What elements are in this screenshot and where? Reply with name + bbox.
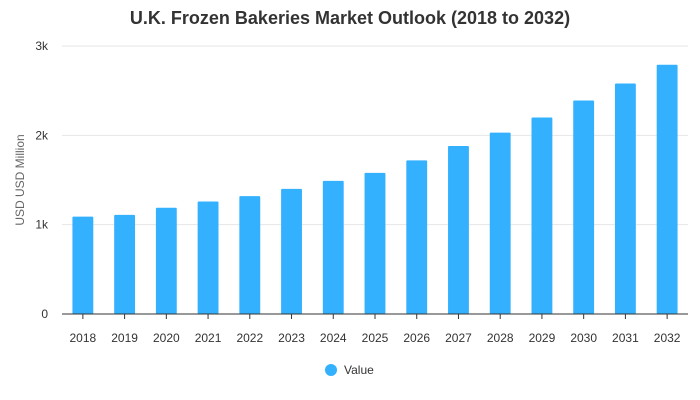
legend[interactable]: Value: [325, 363, 374, 377]
x-tick-label: 2023: [278, 331, 305, 345]
legend-marker: [325, 364, 337, 376]
bar-2024[interactable]: [322, 180, 344, 314]
bar-2026[interactable]: [406, 160, 428, 314]
chart-title: U.K. Frozen Bakeries Market Outlook (201…: [129, 8, 571, 28]
x-tick-label: 2027: [445, 331, 472, 345]
y-axis-title: USD USD Million: [13, 134, 27, 225]
x-tick-label: 2031: [612, 331, 639, 345]
bar-2028[interactable]: [489, 132, 511, 314]
bar-2027[interactable]: [448, 146, 469, 314]
bar-2019[interactable]: [114, 214, 136, 314]
bar-2021[interactable]: [197, 201, 219, 314]
bar-2025[interactable]: [364, 172, 386, 314]
x-tick-label: 2021: [195, 331, 222, 345]
x-tick-label: 2022: [236, 331, 263, 345]
x-tick-label: 2020: [153, 331, 180, 345]
x-tick-label: 2029: [529, 331, 556, 345]
bar-2031[interactable]: [614, 83, 636, 315]
bar-2030[interactable]: [573, 100, 595, 314]
axes: 0 1k 2k 3k 2018 2019 2020 2021 2022 2023 2024 2025 2…: [35, 39, 688, 345]
bar-2023[interactable]: [281, 188, 302, 314]
y-tick-label: 3k: [35, 39, 49, 53]
x-tick-label: 2030: [570, 331, 597, 345]
x-tick-label: 2018: [70, 331, 97, 345]
y-tick-label: 1k: [35, 218, 49, 232]
x-tick-label: 2028: [487, 331, 514, 345]
x-tick-label: 2024: [320, 331, 347, 345]
y-tick-label: 0: [41, 307, 48, 321]
x-tick-label: 2019: [111, 331, 138, 345]
bar-2018[interactable]: [72, 216, 94, 314]
x-tick-label: 2032: [654, 331, 681, 345]
bar-2032[interactable]: [656, 64, 678, 314]
bar-2020[interactable]: [155, 207, 177, 314]
bar-2029[interactable]: [531, 117, 553, 314]
x-tick-label: 2025: [362, 331, 389, 345]
bars: [72, 64, 678, 315]
legend-label: Value: [344, 363, 374, 377]
bar-2022[interactable]: [239, 196, 261, 314]
x-tick-label: 2026: [403, 331, 430, 345]
y-tick-label: 2k: [35, 128, 49, 142]
